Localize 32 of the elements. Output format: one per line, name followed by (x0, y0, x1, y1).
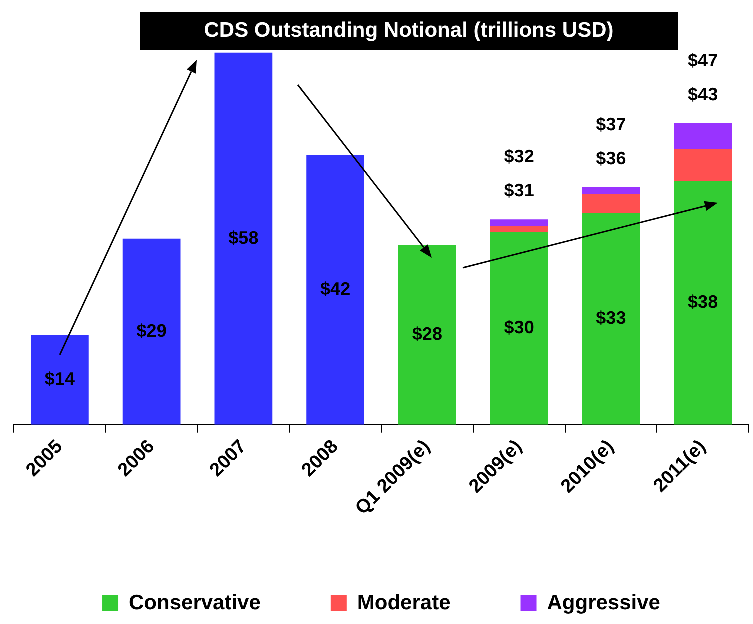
bar (490, 232, 548, 425)
bar (490, 220, 548, 226)
bar (214, 52, 273, 425)
bar (674, 149, 732, 182)
bar (30, 335, 89, 425)
annotation: $37 (596, 114, 626, 135)
data-label: $28 (412, 324, 442, 344)
data-label: $30 (504, 318, 534, 338)
data-label: $38 (688, 292, 718, 312)
bar (398, 245, 456, 425)
data-label: $33 (596, 308, 626, 328)
bar (582, 188, 640, 194)
bar (490, 226, 548, 232)
bar (582, 194, 640, 214)
data-label: $14 (44, 368, 75, 389)
bar (674, 123, 732, 150)
data-label: $58 (228, 228, 259, 248)
data-label: $42 (320, 279, 351, 300)
legend-label: Conservative (129, 591, 261, 614)
bar (306, 155, 365, 425)
legend-label: Moderate (357, 591, 451, 614)
annotation: $31 (504, 180, 534, 201)
data-label: $29 (136, 320, 167, 341)
annotation: $43 (688, 84, 718, 104)
bar (582, 213, 640, 425)
bar (674, 181, 732, 425)
annotation: $47 (688, 50, 718, 70)
annotation: $32 (504, 146, 534, 167)
legend-label: Aggressive (547, 591, 660, 614)
title-banner: CDS Outstanding Notional (trillions USD) (140, 12, 678, 50)
annotation: $36 (596, 148, 626, 169)
bar (122, 238, 181, 425)
